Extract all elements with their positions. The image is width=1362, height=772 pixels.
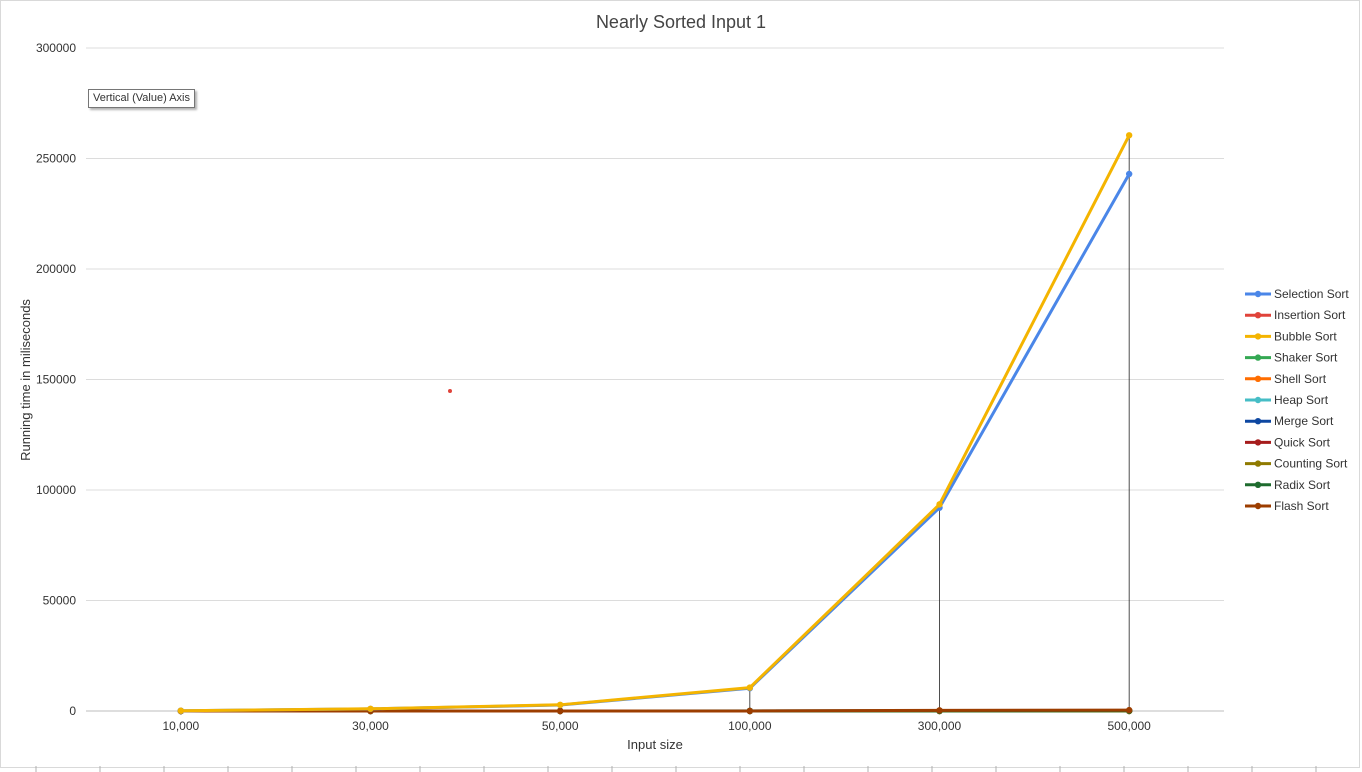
legend-item[interactable]: Insertion Sort xyxy=(1245,308,1346,322)
legend-marker xyxy=(1254,354,1262,361)
series-point[interactable] xyxy=(746,684,754,691)
y-tick-label: 300000 xyxy=(36,41,76,55)
legend-marker xyxy=(1254,481,1262,488)
legend-label: Radix Sort xyxy=(1274,478,1331,492)
legend-item[interactable]: Selection Sort xyxy=(1245,287,1349,301)
legend-item[interactable]: Bubble Sort xyxy=(1245,329,1337,343)
legend-item[interactable]: Flash Sort xyxy=(1245,499,1329,513)
legend-marker xyxy=(1254,418,1262,425)
legend-label: Shell Sort xyxy=(1274,372,1327,386)
legend-marker xyxy=(1254,502,1262,510)
series-point[interactable] xyxy=(367,705,374,712)
legend-marker xyxy=(1254,460,1262,467)
y-tick-label: 200000 xyxy=(36,262,76,276)
y-tick-label: 50000 xyxy=(43,594,77,608)
legend-label: Merge Sort xyxy=(1274,414,1334,428)
stray-point xyxy=(448,389,452,393)
axis-tooltip: Vertical (Value) Axis xyxy=(88,89,196,108)
legend-item[interactable]: Heap Sort xyxy=(1245,393,1329,407)
series-point[interactable] xyxy=(556,707,564,715)
series-point[interactable] xyxy=(936,501,943,508)
legend-item[interactable]: Shaker Sort xyxy=(1245,351,1338,365)
legend-item[interactable]: Shell Sort xyxy=(1245,372,1327,386)
x-tick-label: 500,000 xyxy=(1107,719,1151,733)
legend-label: Counting Sort xyxy=(1274,457,1348,471)
x-tick-label: 100,000 xyxy=(728,719,772,733)
gridlines xyxy=(86,47,1224,712)
legend-marker xyxy=(1254,375,1262,382)
series-point[interactable] xyxy=(1125,706,1133,714)
legend-label: Selection Sort xyxy=(1274,287,1349,301)
series-point[interactable] xyxy=(556,701,564,709)
legend-item[interactable]: Counting Sort xyxy=(1245,457,1348,471)
legend-marker xyxy=(1254,396,1262,404)
y-tick-label: 250000 xyxy=(36,152,76,166)
series-point[interactable] xyxy=(177,707,185,714)
legend-marker xyxy=(1254,290,1262,298)
legend-label: Bubble Sort xyxy=(1274,329,1337,343)
y-axis-label: Running time in miliseconds xyxy=(18,299,33,461)
chart-title: Nearly Sorted Input 1 xyxy=(596,12,766,32)
series-point[interactable] xyxy=(936,707,943,714)
legend-label: Flash Sort xyxy=(1274,499,1329,513)
legend-marker xyxy=(1254,333,1262,340)
bottom-scroll-ticks xyxy=(35,766,1317,772)
x-tick-label: 50,000 xyxy=(542,719,579,733)
x-tick-label: 30,000 xyxy=(352,719,389,733)
y-tick-label: 0 xyxy=(69,704,76,718)
x-tick-labels: 10,000 30,000 50,000 100,000 300,000 500,000 xyxy=(162,719,1151,733)
legend-marker xyxy=(1254,312,1262,319)
legend-item[interactable]: Radix Sort xyxy=(1245,478,1331,492)
legend-label: Insertion Sort xyxy=(1274,308,1346,322)
legend-marker xyxy=(1254,439,1262,446)
legend-label: Quick Sort xyxy=(1274,435,1331,449)
series-line[interactable] xyxy=(179,133,1131,713)
y-tick-label: 150000 xyxy=(36,373,76,387)
legend-item[interactable]: Merge Sort xyxy=(1245,414,1334,428)
y-tick-labels: 0 50000 100000 150000 200000 250000 300000 xyxy=(36,41,76,718)
series-point[interactable] xyxy=(1125,170,1133,178)
series-point[interactable] xyxy=(1125,132,1133,139)
y-tick-label: 100000 xyxy=(36,483,76,497)
legend-label: Shaker Sort xyxy=(1274,351,1338,365)
x-tick-label: 10,000 xyxy=(162,719,199,733)
legend-label: Heap Sort xyxy=(1274,393,1329,407)
series-line[interactable] xyxy=(179,172,1131,713)
legend[interactable]: Selection Sort Insertion Sort Bubble Sort S… xyxy=(1245,287,1349,513)
series-point[interactable] xyxy=(746,707,754,715)
x-axis-label: Input size xyxy=(627,737,683,752)
drop-lines xyxy=(559,135,1130,711)
series-lines[interactable] xyxy=(177,132,1133,715)
series-line[interactable] xyxy=(179,708,1131,713)
x-tick-label: 300,000 xyxy=(918,719,962,733)
legend-item[interactable]: Quick Sort xyxy=(1245,435,1331,449)
